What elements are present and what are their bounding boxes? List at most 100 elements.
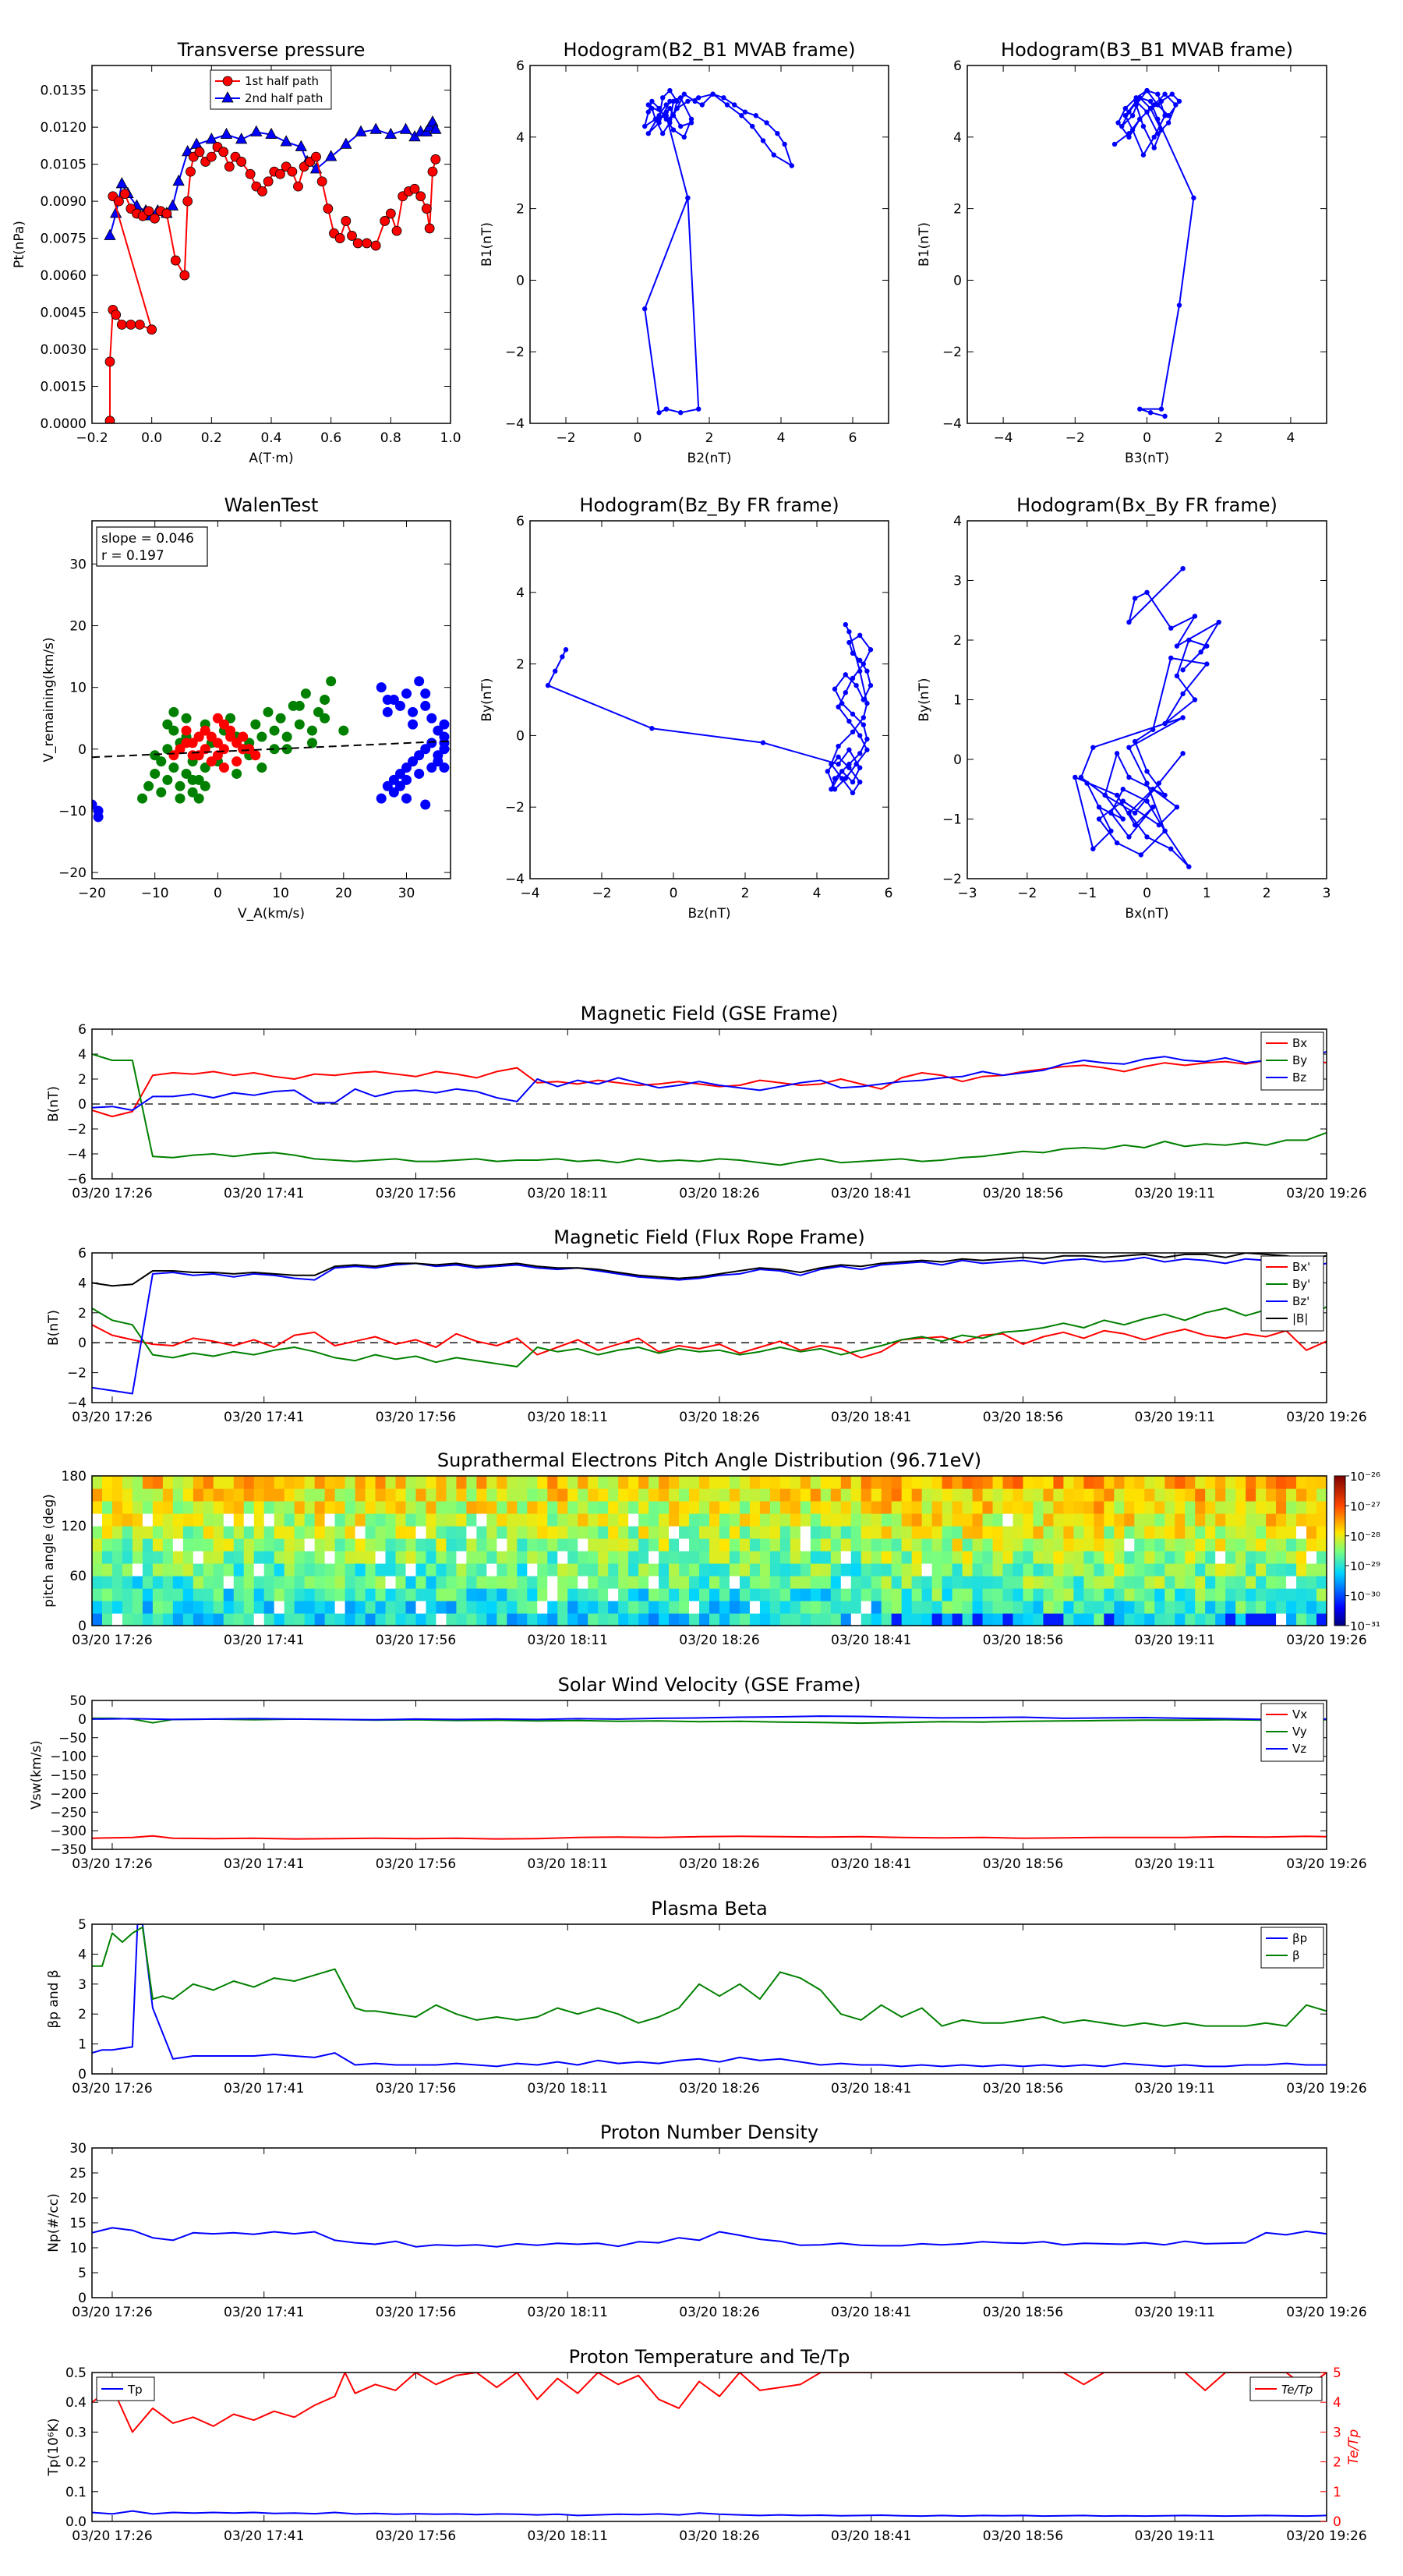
pad-cell bbox=[132, 1613, 143, 1626]
pad-cell bbox=[1154, 1588, 1165, 1601]
hodoBzBy-point bbox=[864, 736, 870, 742]
pad-cell bbox=[203, 1588, 214, 1601]
pad-cell bbox=[274, 1526, 285, 1539]
pad-cell bbox=[456, 1476, 467, 1489]
pad-cell bbox=[1104, 1488, 1115, 1502]
pad-cell bbox=[1104, 1576, 1115, 1589]
hodoB3B1-xlabel: B3(nT) bbox=[1125, 451, 1169, 466]
pad-cell bbox=[1296, 1526, 1307, 1539]
pad-cell bbox=[365, 1551, 376, 1564]
pad-cell bbox=[1185, 1576, 1196, 1589]
pad-cell bbox=[931, 1476, 943, 1489]
pad-cell bbox=[537, 1538, 548, 1552]
hodoBxBy-point bbox=[1174, 805, 1180, 810]
transverse-xtick-label: 1.0 bbox=[440, 430, 461, 446]
pad-cell bbox=[779, 1551, 791, 1564]
pad-cell bbox=[1154, 1538, 1165, 1552]
pad-cell bbox=[699, 1563, 710, 1576]
pad-cell bbox=[1083, 1501, 1094, 1514]
pad-cell bbox=[385, 1613, 397, 1626]
pad-cell bbox=[1316, 1588, 1327, 1601]
pad-cell bbox=[1043, 1501, 1055, 1514]
pad-cell bbox=[334, 1563, 346, 1576]
vsw-ytick-label: 0 bbox=[78, 1712, 87, 1728]
pad-cell bbox=[162, 1513, 174, 1527]
pad-cell bbox=[1246, 1601, 1256, 1614]
pad-colorbar-label: 10⁻²⁸ bbox=[1350, 1530, 1380, 1544]
hodoBxBy-point bbox=[1126, 619, 1132, 625]
pad-cell bbox=[1286, 1563, 1297, 1576]
hodoBxBy-point bbox=[1150, 805, 1156, 810]
walen-point bbox=[250, 719, 261, 730]
pad-cell bbox=[729, 1588, 740, 1601]
hodoB2B1-point bbox=[656, 410, 662, 416]
walen-point bbox=[294, 719, 305, 730]
pad-cell bbox=[1306, 1526, 1317, 1539]
hodoBzBy-point bbox=[839, 700, 845, 706]
pad-cell bbox=[567, 1488, 578, 1502]
pad-cell bbox=[193, 1563, 204, 1576]
pad-cell bbox=[1286, 1601, 1297, 1614]
pad-cell bbox=[942, 1526, 953, 1539]
pad-cell bbox=[1083, 1526, 1094, 1539]
hodoB3B1-point bbox=[1137, 95, 1143, 101]
pad-cell bbox=[132, 1551, 143, 1564]
pad-cell bbox=[142, 1501, 154, 1514]
pad-cell bbox=[132, 1501, 143, 1514]
hodoBzBy-ytick-label: 6 bbox=[516, 514, 525, 529]
pad-cell bbox=[1134, 1488, 1145, 1502]
series-1st-half-marker bbox=[218, 147, 229, 157]
pad-cell bbox=[253, 1476, 265, 1489]
pad-cell bbox=[1266, 1501, 1277, 1514]
pad-cell bbox=[1002, 1501, 1014, 1514]
pad-cell bbox=[659, 1563, 670, 1576]
np-xtick-label: 03/20 17:41 bbox=[224, 2305, 304, 2320]
pad-cell bbox=[1256, 1513, 1267, 1527]
pad-cell bbox=[749, 1513, 761, 1527]
pad-cell bbox=[456, 1526, 467, 1539]
pad-cell bbox=[820, 1588, 832, 1601]
pad-cell bbox=[1063, 1476, 1075, 1489]
pad-cell bbox=[365, 1476, 376, 1489]
pad-cell bbox=[739, 1488, 751, 1502]
pad-cell bbox=[689, 1513, 700, 1527]
hodoB2B1-line bbox=[644, 197, 689, 414]
pad-cell bbox=[284, 1476, 295, 1489]
hodoB2B1-point bbox=[645, 131, 651, 136]
bfr-ylabel: B(nT) bbox=[46, 1310, 62, 1346]
pad-cell bbox=[769, 1513, 781, 1527]
pad-cell bbox=[497, 1488, 507, 1502]
bfr-ytick-label: 2 bbox=[78, 1306, 87, 1322]
pad-cell bbox=[1225, 1576, 1236, 1589]
hodoB3B1-point bbox=[1155, 116, 1161, 122]
pad-cell bbox=[304, 1588, 316, 1601]
hodoB2B1-point bbox=[760, 138, 766, 143]
pad-cell bbox=[405, 1601, 417, 1614]
walen-point bbox=[394, 780, 405, 791]
pad-cell bbox=[547, 1551, 558, 1564]
pad-cell bbox=[1073, 1576, 1084, 1589]
pad-cell bbox=[779, 1601, 791, 1614]
pad-cell bbox=[861, 1476, 872, 1489]
walen-point bbox=[187, 787, 198, 798]
hodoB2B1-point bbox=[699, 102, 705, 108]
pad-cell bbox=[1063, 1576, 1075, 1589]
pad-cell bbox=[132, 1588, 143, 1601]
np-xtick-label: 03/20 18:11 bbox=[528, 2305, 608, 2320]
pad-cell bbox=[213, 1576, 224, 1589]
pad-cell bbox=[1023, 1563, 1034, 1576]
pad-cell bbox=[375, 1538, 387, 1552]
pad-cell bbox=[972, 1526, 984, 1539]
pad-cell bbox=[972, 1613, 984, 1626]
pad-cell bbox=[972, 1513, 984, 1527]
pad-cell bbox=[497, 1588, 507, 1601]
pad-cell bbox=[567, 1601, 578, 1614]
pad-cell bbox=[1033, 1601, 1044, 1614]
pad-cell bbox=[901, 1563, 913, 1576]
pad-ytick-label: 180 bbox=[62, 1469, 87, 1484]
pad-cell bbox=[800, 1501, 811, 1514]
series-1st-half-marker bbox=[206, 151, 217, 162]
pad-cell bbox=[162, 1488, 174, 1502]
pad-cell bbox=[1235, 1526, 1246, 1539]
pad-cell bbox=[1316, 1501, 1327, 1514]
